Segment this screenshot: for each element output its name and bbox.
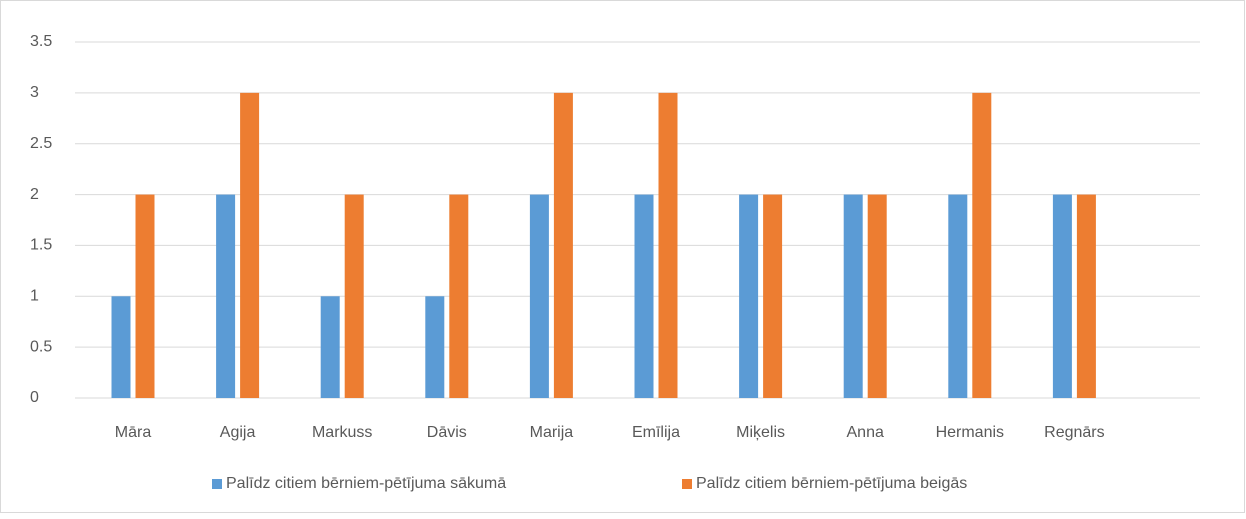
x-tick-label: Emīlija — [632, 424, 680, 441]
bar — [1076, 194, 1096, 398]
bar — [867, 194, 887, 398]
bar — [344, 194, 364, 398]
y-tick-label: 1.5 — [30, 237, 52, 254]
y-tick-label: 3 — [30, 84, 39, 101]
bar — [240, 92, 260, 398]
x-tick-label: Hermanis — [936, 424, 1004, 441]
y-tick-label: 0.5 — [30, 338, 52, 355]
x-tick-label: Regnārs — [1044, 424, 1104, 441]
x-tick-label: Dāvis — [427, 424, 467, 441]
bar — [948, 194, 968, 398]
y-tick-label: 2.5 — [30, 135, 52, 152]
y-tick-label: 0 — [30, 389, 39, 406]
bar — [111, 296, 131, 398]
bar — [529, 194, 549, 398]
bar — [763, 194, 783, 398]
bar — [553, 92, 573, 398]
bar — [634, 194, 654, 398]
legend-swatch — [682, 479, 692, 489]
legend-label: Palīdz citiem bērniem-pētījuma beigās — [696, 475, 967, 492]
bar — [1052, 194, 1072, 398]
bar — [739, 194, 759, 398]
x-tick-label: Marija — [530, 424, 574, 441]
x-tick-label: Anna — [847, 424, 884, 441]
bar — [216, 194, 236, 398]
y-tick-label: 1 — [30, 288, 39, 305]
bar — [972, 92, 992, 398]
x-tick-label: Agija — [220, 424, 256, 441]
bar — [135, 194, 155, 398]
x-tick-label: Miķelis — [736, 424, 785, 441]
legend-label: Palīdz citiem bērniem-pētījuma sākumā — [226, 475, 506, 492]
x-tick-label: Markuss — [312, 424, 372, 441]
bar — [658, 92, 678, 398]
y-tick-label: 2 — [30, 186, 39, 203]
legend-swatch — [212, 479, 222, 489]
x-tick-label: Māra — [115, 424, 152, 441]
bar — [320, 296, 340, 398]
y-tick-label: 3.5 — [30, 33, 52, 50]
bar — [449, 194, 469, 398]
bar — [425, 296, 445, 398]
bar — [843, 194, 863, 398]
